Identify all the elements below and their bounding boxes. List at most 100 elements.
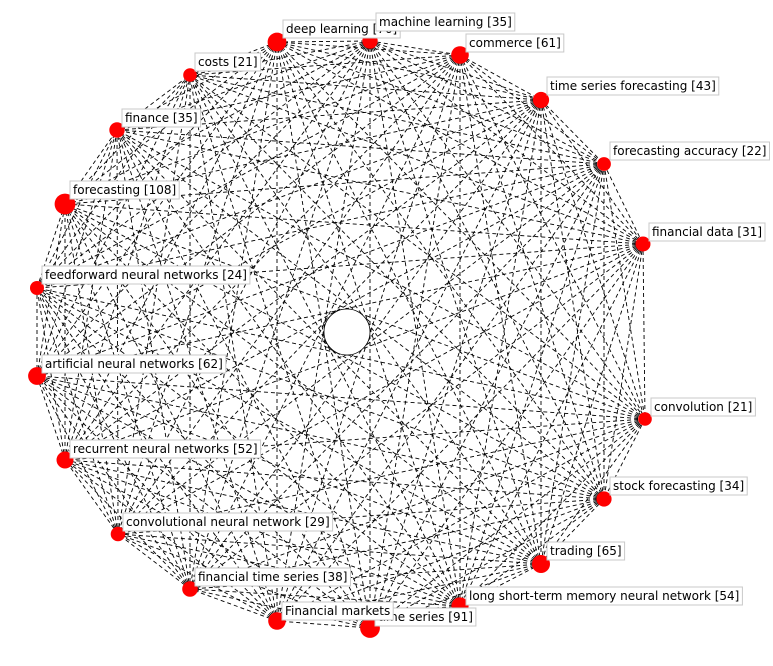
edge-stock-forecasting-forecasting xyxy=(64,203,605,500)
label-text-time-series: time series [91] xyxy=(378,610,473,624)
edge-financial-time-series-ann xyxy=(36,375,191,590)
node-trading xyxy=(532,555,550,573)
edge-ann-forecasting xyxy=(36,203,66,377)
edge-time-series-financial-time-series xyxy=(189,588,371,629)
edge-machine-learning-costs xyxy=(189,40,371,76)
edge-cnn-ann xyxy=(36,375,119,535)
edge-cnn-ffnn xyxy=(36,287,119,535)
edge-deep-learning-machine-learning xyxy=(276,40,371,43)
edge-machine-learning-trading xyxy=(369,40,542,565)
label-box-trading xyxy=(546,541,626,561)
edge-financial-markets-financial-time-series xyxy=(189,588,278,622)
edge-convolution-financial-time-series xyxy=(189,418,646,590)
label-lstm: long short-term memory neural network [5… xyxy=(465,586,743,606)
label-text-costs: costs [21] xyxy=(198,55,258,69)
label-text-ffnn: feedforward neural networks [24] xyxy=(45,268,247,282)
label-text-financial-data: financial data [31] xyxy=(652,225,762,239)
edge-lstm-costs xyxy=(189,74,461,607)
edge-convolution-time-series xyxy=(369,418,646,629)
node-stock-forecasting xyxy=(596,491,612,507)
edge-trading-ann xyxy=(36,375,542,565)
edge-time-series-forecasting-ffnn xyxy=(36,99,542,289)
label-text-commerce: commerce [61] xyxy=(469,36,561,50)
node-financial-data xyxy=(635,236,651,252)
edge-trading-ffnn xyxy=(36,287,542,565)
edge-machine-learning-ffnn xyxy=(36,40,371,289)
edge-financial-data-stock-forecasting xyxy=(603,243,644,500)
edge-time-series-forecasting-ann xyxy=(36,99,542,377)
edge-commerce-finance xyxy=(116,54,461,131)
edge-lstm-financial-time-series xyxy=(189,588,461,607)
node-cnn xyxy=(110,526,126,542)
edge-lstm-forecasting xyxy=(64,203,461,607)
label-box-rnn xyxy=(69,439,262,459)
edge-forecasting-accuracy-financial-data xyxy=(603,163,644,245)
edge-commerce-financial-data xyxy=(459,54,644,245)
edge-stock-forecasting-trading xyxy=(540,498,605,565)
edge-financial-data-finance xyxy=(116,129,644,245)
edge-deep-learning-rnn xyxy=(64,41,278,461)
label-financial-time-series: financial time series [38] xyxy=(194,567,351,587)
edge-stock-forecasting-financial-markets xyxy=(276,498,605,622)
label-box-lstm xyxy=(465,586,743,606)
edge-commerce-time-series xyxy=(369,54,461,629)
edge-financial-data-financial-time-series xyxy=(189,243,644,590)
edge-time-series-forecasting-forecasting-accuracy xyxy=(540,99,605,165)
edge-stock-forecasting-costs xyxy=(189,74,605,500)
edge-time-series-forecasting-financial-time-series xyxy=(189,99,542,590)
edge-ffnn-finance xyxy=(36,129,118,289)
edge-forecasting-accuracy-costs xyxy=(189,74,605,165)
label-financial-markets: Financial markets xyxy=(281,601,394,621)
label-text-deep-learning: deep learning [76] xyxy=(286,22,397,36)
edge-time-series-costs xyxy=(189,74,371,629)
edge-commerce-ann xyxy=(36,54,461,377)
edge-time-series-forecasting-financial-markets xyxy=(276,99,542,622)
edge-ann-finance xyxy=(36,129,118,377)
edge-financial-data-costs xyxy=(189,74,644,245)
label-text-trading: trading [65] xyxy=(550,544,622,558)
edge-financial-data-cnn xyxy=(117,243,644,535)
edge-trading-cnn xyxy=(117,533,542,565)
edge-trading-costs xyxy=(189,74,542,565)
label-finance: finance [35] xyxy=(121,108,202,128)
edge-stock-forecasting-time-series xyxy=(369,498,605,629)
edge-time-series-financial-markets xyxy=(276,620,371,629)
edge-forecasting-accuracy-convolution xyxy=(603,163,646,420)
edge-machine-learning-stock-forecasting xyxy=(369,40,605,500)
label-text-financial-time-series: financial time series [38] xyxy=(198,570,347,584)
edge-cnn-costs xyxy=(117,74,191,535)
node-forecasting-accuracy xyxy=(597,157,611,171)
label-text-forecasting: forecasting [108] xyxy=(73,183,176,197)
edge-commerce-financial-time-series xyxy=(189,54,461,590)
node-layer xyxy=(28,32,652,638)
edge-rnn-finance xyxy=(64,129,118,461)
edge-deep-learning-financial-time-series xyxy=(189,41,278,590)
edge-forecasting-accuracy-finance xyxy=(116,129,605,165)
edge-trading-forecasting xyxy=(64,203,542,565)
edge-machine-learning-commerce xyxy=(369,40,461,56)
edge-rnn-ann xyxy=(36,375,66,461)
edge-commerce-trading xyxy=(459,54,542,565)
label-forecasting-accuracy: forecasting accuracy [22] xyxy=(609,141,770,161)
edge-time-series-forecasting-rnn xyxy=(64,99,542,461)
node-costs xyxy=(183,68,197,82)
edge-forecasting-accuracy-ann xyxy=(36,163,605,377)
edge-lstm-cnn xyxy=(117,533,461,607)
edge-trading-financial-time-series xyxy=(189,563,542,590)
label-text-lstm: long short-term memory neural network [5… xyxy=(469,589,739,603)
edge-trading-time-series xyxy=(369,563,542,629)
label-text-machine-learning: machine learning [35] xyxy=(379,15,512,29)
label-stock-forecasting: stock forecasting [34] xyxy=(609,476,748,496)
label-ffnn: feedforward neural networks [24] xyxy=(41,265,251,285)
edge-financial-markets-rnn xyxy=(64,459,278,622)
label-box-machine-learning xyxy=(375,12,516,32)
edge-lstm-ffnn xyxy=(36,287,461,607)
edge-trading-rnn xyxy=(64,459,542,565)
label-box-convolution xyxy=(650,397,756,417)
label-box-finance xyxy=(121,108,202,128)
edge-rnn-ffnn xyxy=(36,287,66,461)
label-commerce: commerce [61] xyxy=(465,33,565,53)
edge-machine-learning-financial-data xyxy=(369,40,644,245)
label-box-forecasting-accuracy xyxy=(609,141,770,161)
